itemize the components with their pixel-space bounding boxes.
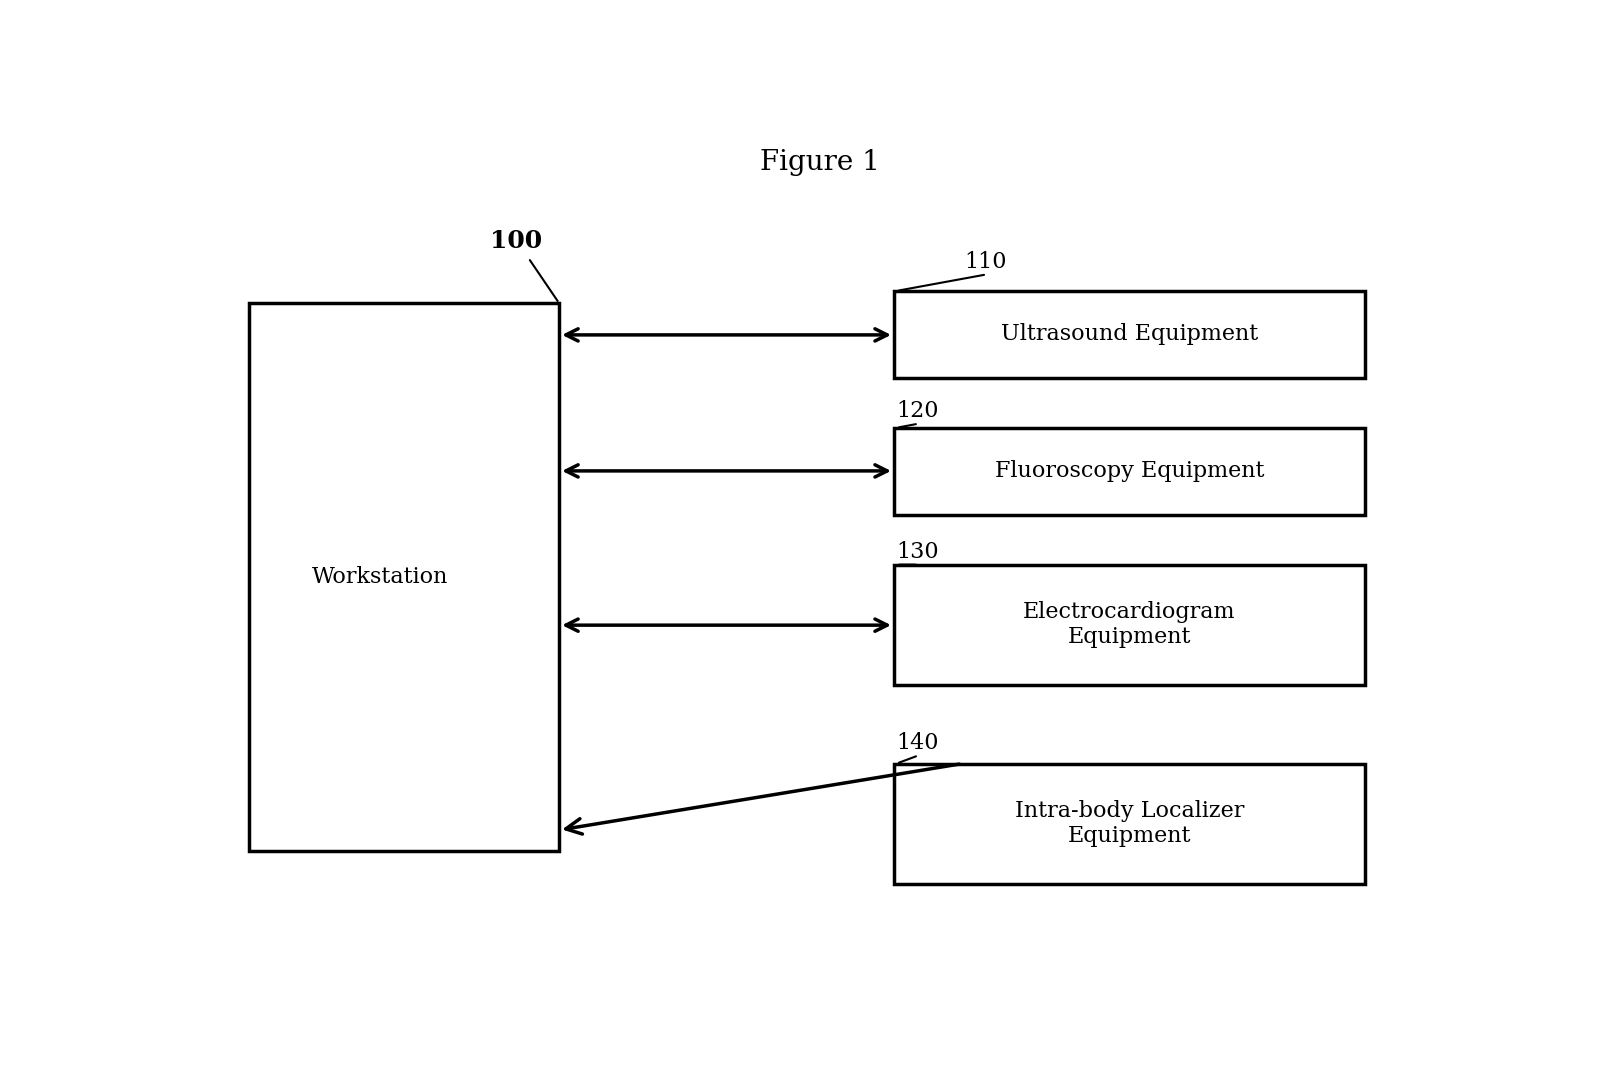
- Text: 120: 120: [897, 401, 939, 422]
- Text: 130: 130: [897, 541, 939, 563]
- Bar: [894, 291, 1366, 378]
- Text: Figure 1: Figure 1: [760, 149, 879, 176]
- Text: Fluoroscopy Equipment: Fluoroscopy Equipment: [995, 460, 1265, 482]
- Bar: [894, 564, 1366, 685]
- Text: Electrocardiogram
Equipment: Electrocardiogram Equipment: [1023, 601, 1236, 648]
- Text: Workstation: Workstation: [312, 567, 448, 588]
- Text: Ultrasound Equipment: Ultrasound Equipment: [1001, 323, 1258, 346]
- Bar: [894, 764, 1366, 884]
- Bar: [894, 428, 1366, 515]
- Text: 100: 100: [489, 229, 542, 253]
- Text: 110: 110: [964, 251, 1007, 272]
- Bar: [249, 304, 560, 851]
- Text: Intra-body Localizer
Equipment: Intra-body Localizer Equipment: [1015, 800, 1244, 848]
- Text: 140: 140: [897, 732, 939, 754]
